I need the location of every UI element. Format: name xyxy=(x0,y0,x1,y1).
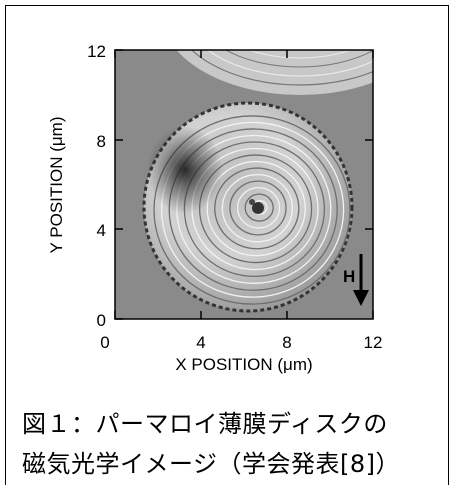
figure-caption: 図１：パーマロイ薄膜ディスクの 磁気光学イメージ（学会発表[8]） xyxy=(22,404,400,484)
caption-line-1: 図１：パーマロイ薄膜ディスクの xyxy=(22,410,388,438)
down-arrow-icon xyxy=(353,254,369,306)
x-axis-label: X POSITION (μm) xyxy=(175,355,312,374)
y-tick-8: 8 xyxy=(97,132,106,151)
main-disk xyxy=(142,101,354,313)
domain-ring xyxy=(153,115,351,305)
domain-ring xyxy=(221,173,294,243)
y-tick-12: 12 xyxy=(87,42,106,61)
domain-ring xyxy=(160,121,345,298)
figure-plot: 0 4 8 12 0 4 8 12 X POSITION (μm) Y POSI… xyxy=(47,42,383,374)
x-tick-0: 0 xyxy=(100,333,109,352)
figure-frame xyxy=(5,5,449,485)
x-tick-12: 12 xyxy=(364,333,383,352)
x-tick-8: 8 xyxy=(282,333,291,352)
magneto-optical-image xyxy=(115,50,373,319)
domain-ring xyxy=(214,167,300,250)
domain-ring xyxy=(229,180,287,236)
domain-ring xyxy=(206,160,306,257)
y-tick-4: 4 xyxy=(97,221,106,240)
y-axis-label: Y POSITION (μm) xyxy=(47,117,66,254)
neighbor-disk xyxy=(176,50,373,95)
plot-border xyxy=(114,49,374,320)
y-tick-0: 0 xyxy=(97,311,106,330)
field-label: H xyxy=(343,267,355,286)
axis-ticks xyxy=(114,49,374,320)
caption-line-2: 磁気光学イメージ（学会発表[8]） xyxy=(22,450,401,478)
domain-ring xyxy=(236,186,281,229)
x-tick-4: 4 xyxy=(196,333,205,352)
domain-ring xyxy=(244,193,274,222)
